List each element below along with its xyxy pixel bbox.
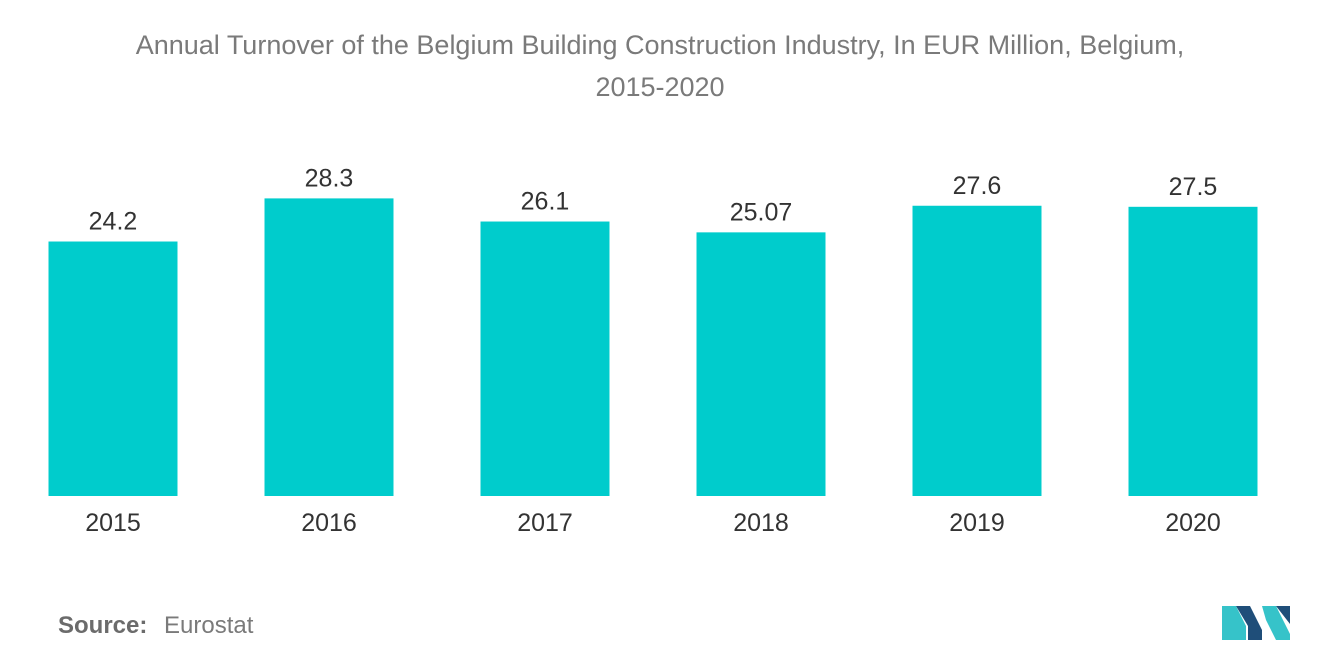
value-label-2015: 24.2	[89, 208, 138, 236]
logo-right-stroke	[1262, 606, 1290, 640]
value-label-2019: 27.6	[953, 172, 1002, 200]
chart-title-line-2: 2015-2020	[595, 72, 725, 102]
x-tick-label-2017: 2017	[517, 509, 573, 537]
bar-2017	[480, 221, 610, 496]
value-label-2016: 28.3	[305, 164, 354, 192]
x-tick-label-2015: 2015	[85, 509, 141, 537]
logo-mid-stroke	[1236, 606, 1262, 640]
mordor-logo-icon	[1222, 606, 1290, 640]
value-label-2017: 26.1	[521, 188, 570, 216]
x-tick-label-2018: 2018	[733, 509, 789, 537]
value-label-2018: 25.07	[730, 198, 793, 226]
chart-title: Annual Turnover of the Belgium Building …	[20, 24, 1300, 108]
value-label-2020: 27.5	[1169, 173, 1218, 201]
source-value: Eurostat	[164, 612, 254, 639]
bar-2018	[696, 232, 826, 496]
x-tick-label-2016: 2016	[301, 509, 357, 537]
logo-right-base	[1276, 606, 1290, 624]
bar-2016	[264, 198, 394, 496]
logo-left-stroke	[1222, 606, 1246, 640]
bar-2020	[1128, 206, 1258, 496]
x-tick-label-2019: 2019	[949, 509, 1005, 537]
x-tick-label-2020: 2020	[1165, 509, 1221, 537]
bar-2015	[48, 241, 178, 496]
chart-title-line-1: Annual Turnover of the Belgium Building …	[135, 30, 1185, 60]
source-note: Source: Eurostat	[58, 612, 253, 640]
bar-2019	[912, 205, 1042, 497]
source-label: Source:	[58, 612, 148, 639]
